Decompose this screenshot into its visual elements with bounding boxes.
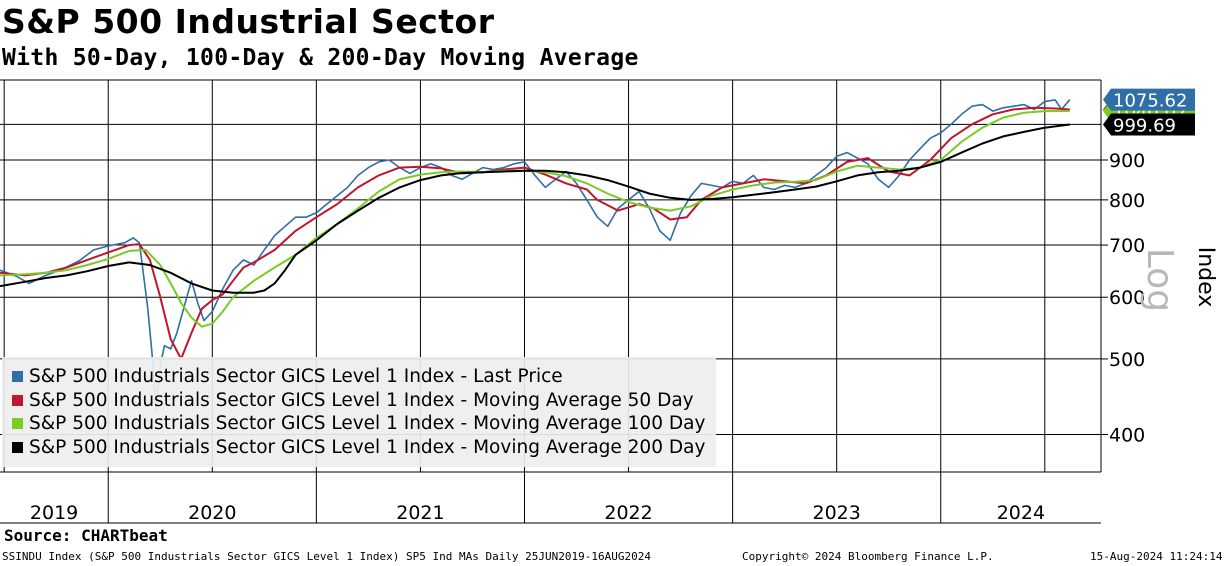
legend-label-ma200: S&P 500 Industrials Sector GICS Level 1 … xyxy=(29,436,706,458)
y-tick-label-600: 600 xyxy=(1109,287,1145,309)
legend-item-ma50: S&P 500 Industrials Sector GICS Level 1 … xyxy=(12,389,716,413)
legend-swatch-last-price xyxy=(12,371,23,383)
y-tick-label-900: 900 xyxy=(1109,150,1145,172)
legend-swatch-ma200 xyxy=(12,441,23,453)
series-layer xyxy=(0,99,1071,411)
y-tick-label-500: 500 xyxy=(1109,349,1145,371)
chart-subtitle: With 50-Day, 100-Day & 200-Day Moving Av… xyxy=(2,45,639,71)
legend-item-ma200: S&P 500 Industrials Sector GICS Level 1 … xyxy=(12,436,716,460)
legend-item-ma100: S&P 500 Industrials Sector GICS Level 1 … xyxy=(12,412,716,436)
last-value-flag-bg-0 xyxy=(1103,88,1195,111)
footer-copyright: Copyright© 2024 Bloomberg Finance L.P. xyxy=(742,550,994,563)
chart-title: S&P 500 Industrial Sector xyxy=(2,2,495,41)
x-tick-label-2024: 2024 xyxy=(997,502,1045,524)
series-line-0 xyxy=(0,99,1071,411)
x-tick-label-2023: 2023 xyxy=(812,502,860,524)
legend-label-ma100: S&P 500 Industrials Sector GICS Level 1 … xyxy=(29,413,706,435)
legend-label-ma50: S&P 500 Industrials Sector GICS Level 1 … xyxy=(29,389,694,411)
last-value-flag-0: 1075.62 xyxy=(1103,88,1195,112)
x-tick-label-2021: 2021 xyxy=(396,502,444,524)
series-line-3 xyxy=(0,123,1070,294)
footer-timestamp: 15-Aug-2024 11:24:14 xyxy=(1090,550,1223,563)
legend-swatch-ma100 xyxy=(12,418,23,430)
source-note: Source: CHARTbeat xyxy=(4,526,168,545)
last-value-label-3: 999.69 xyxy=(1113,115,1176,136)
x-tick-label-2019: 2019 xyxy=(30,502,78,524)
last-value-flag-bg-3 xyxy=(1103,113,1195,136)
last-value-label-0: 1075.62 xyxy=(1113,91,1187,112)
legend-label-last-price: S&P 500 Industrials Sector GICS Level 1 … xyxy=(29,366,563,388)
last-value-flag-3: 999.69 xyxy=(1103,113,1195,136)
y-scale-label: Log xyxy=(1139,248,1180,312)
y-tick-label-700: 700 xyxy=(1109,235,1145,257)
series-line-1 xyxy=(0,106,1070,360)
y-tick-label-400: 400 xyxy=(1109,424,1145,446)
y-tick-label-800: 800 xyxy=(1109,190,1145,212)
footer-ticker-info: SSINDU Index (S&P 500 Industrials Sector… xyxy=(2,550,652,563)
x-tick-label-2020: 2020 xyxy=(188,502,236,524)
x-tick-label-2022: 2022 xyxy=(604,502,652,524)
legend-swatch-ma50 xyxy=(12,394,23,406)
y-axis-label: Index xyxy=(1193,247,1218,308)
legend-item-last-price: S&P 500 Industrials Sector GICS Level 1 … xyxy=(12,365,716,389)
axis-layer: 400 500 600 700 800 900 Index Log 2019 2020 2021 20… xyxy=(0,80,1218,524)
legend: S&P 500 Industrials Sector GICS Level 1 … xyxy=(2,357,716,467)
